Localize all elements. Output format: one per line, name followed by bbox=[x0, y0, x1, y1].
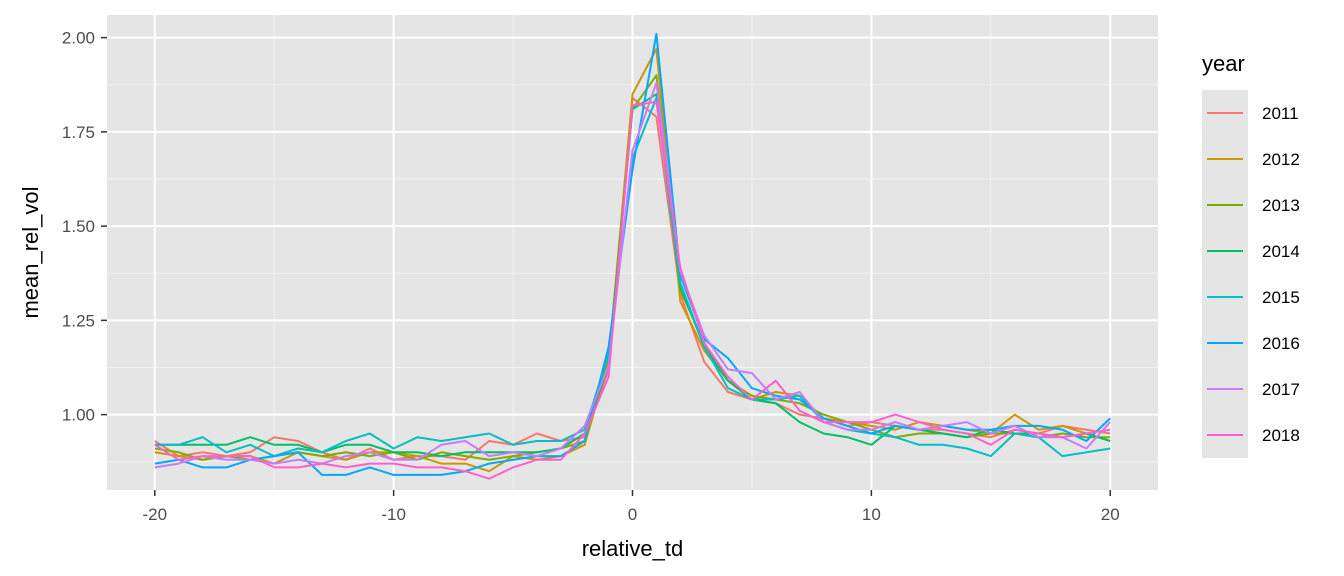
legend-item-2013: 2013 bbox=[1207, 196, 1300, 215]
legend-label: 2013 bbox=[1262, 196, 1300, 215]
legend: year 2011 2012 2013 2014 2015 2016 2017 2018 bbox=[1202, 51, 1300, 458]
legend-key-background bbox=[1202, 90, 1248, 458]
y-tick-label: 1.50 bbox=[62, 217, 95, 236]
legend-label: 2017 bbox=[1262, 380, 1300, 399]
y-tick-label: 1.25 bbox=[62, 311, 95, 330]
legend-item-2016: 2016 bbox=[1207, 334, 1300, 353]
legend-item-2017: 2017 bbox=[1207, 380, 1300, 399]
series-line-2018 bbox=[154, 100, 1111, 480]
legend-label: 2012 bbox=[1262, 150, 1300, 169]
legend-item-2015: 2015 bbox=[1207, 288, 1300, 307]
legend-label: 2011 bbox=[1262, 104, 1299, 123]
legend-item-2018: 2018 bbox=[1207, 426, 1300, 445]
x-axis-ticks: -20 -10 0 10 20 bbox=[142, 490, 1120, 524]
x-tick-label: 0 bbox=[628, 505, 637, 524]
legend-item-2014: 2014 bbox=[1207, 242, 1300, 261]
legend-item-2012: 2012 bbox=[1207, 150, 1300, 169]
y-tick-label: 2.00 bbox=[62, 29, 95, 48]
x-tick-label: 10 bbox=[862, 505, 881, 524]
x-axis-title: relative_td bbox=[582, 536, 684, 561]
y-tick-label: 1.00 bbox=[62, 406, 95, 425]
series-lines bbox=[154, 32, 1111, 480]
x-tick-label: -20 bbox=[142, 505, 167, 524]
series-line-2017 bbox=[154, 81, 1111, 469]
legend-label: 2014 bbox=[1262, 242, 1300, 261]
legend-title: year bbox=[1202, 51, 1245, 76]
y-axis-ticks: 1.00 1.25 1.50 1.75 2.00 bbox=[62, 29, 107, 425]
legend-label: 2016 bbox=[1262, 334, 1300, 353]
legend-items: 2011 2012 2013 2014 2015 2016 2017 2018 bbox=[1207, 104, 1300, 445]
x-tick-label: 20 bbox=[1101, 505, 1120, 524]
y-axis-title: mean_rel_vol bbox=[18, 186, 43, 318]
legend-label: 2018 bbox=[1262, 426, 1300, 445]
legend-item-2011: 2011 bbox=[1207, 104, 1299, 123]
x-tick-label: -10 bbox=[381, 505, 406, 524]
y-tick-label: 1.75 bbox=[62, 123, 95, 142]
series-line-2016 bbox=[154, 32, 1111, 476]
legend-label: 2015 bbox=[1262, 288, 1300, 307]
major-gridlines bbox=[107, 15, 1158, 490]
